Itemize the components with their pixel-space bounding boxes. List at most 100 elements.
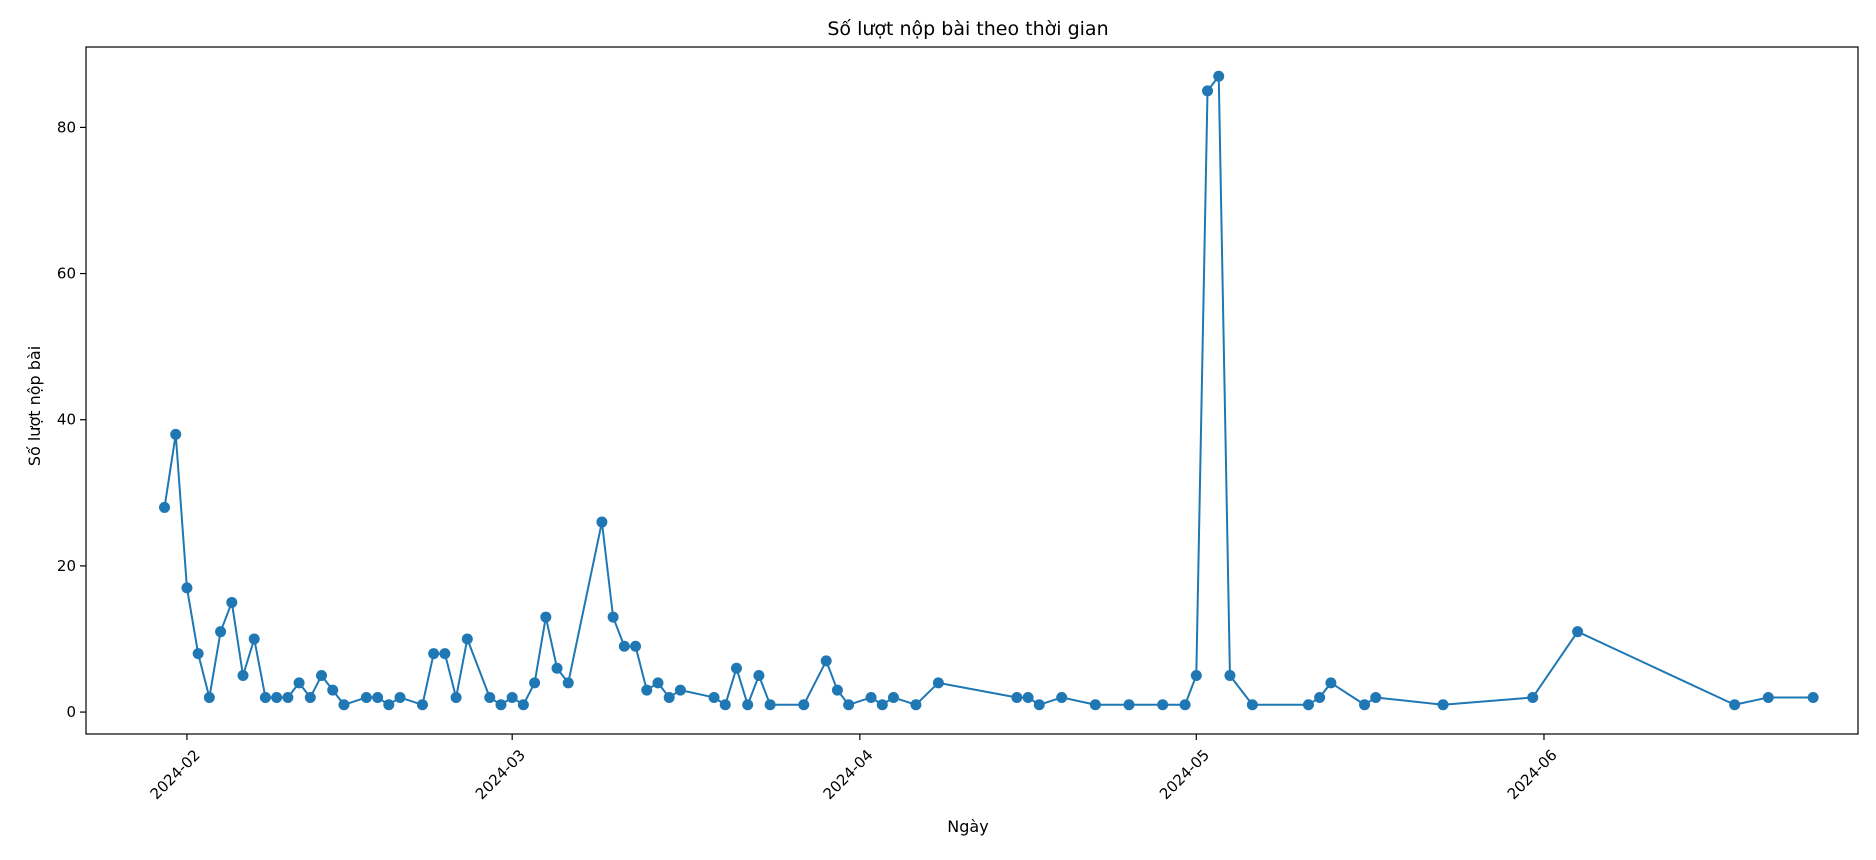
data-point: [798, 699, 810, 711]
data-point: [618, 640, 630, 652]
data-point: [517, 699, 529, 711]
x-tick-label: 2024-02: [147, 746, 204, 803]
data-point: [271, 691, 283, 703]
y-tick-label: 20: [57, 557, 76, 575]
data-point: [820, 655, 832, 667]
data-point: [719, 699, 731, 711]
data-point: [1246, 699, 1258, 711]
data-point: [551, 662, 563, 674]
data-series: [159, 70, 1819, 711]
data-point: [932, 677, 944, 689]
data-point: [1325, 677, 1337, 689]
data-point: [1190, 670, 1202, 682]
data-point: [1437, 699, 1449, 711]
data-point: [215, 626, 227, 638]
data-point: [1729, 699, 1741, 711]
series-line: [163, 75, 1814, 706]
data-point: [596, 516, 608, 528]
x-tick-label: 2024-03: [472, 746, 529, 803]
plot-area: [85, 46, 1859, 735]
data-point: [439, 648, 451, 660]
data-point: [876, 699, 888, 711]
data-point: [506, 691, 518, 703]
data-point: [1224, 670, 1236, 682]
chart-title: Số lượt nộp bài theo thời gian: [827, 18, 1108, 40]
data-point: [484, 691, 496, 703]
y-tick-label: 40: [57, 411, 76, 429]
data-point: [170, 428, 182, 440]
data-point: [1011, 691, 1023, 703]
data-point: [652, 677, 664, 689]
data-point: [663, 691, 675, 703]
data-point: [641, 684, 653, 696]
data-point: [1179, 699, 1191, 711]
data-point: [753, 670, 765, 682]
y-axis: 0 20 40 60 80: [57, 118, 86, 721]
data-point: [887, 691, 899, 703]
data-point: [540, 611, 552, 623]
data-point: [394, 691, 406, 703]
data-point: [1302, 699, 1314, 711]
data-point: [338, 699, 350, 711]
data-point: [181, 582, 193, 594]
data-point: [742, 699, 754, 711]
data-point: [1572, 626, 1584, 638]
data-point: [1123, 699, 1135, 711]
data-point: [630, 640, 642, 652]
data-point: [293, 677, 305, 689]
data-point: [865, 691, 877, 703]
x-axis-title: Ngày: [947, 817, 988, 836]
data-point: [674, 684, 686, 696]
data-point: [1056, 691, 1068, 703]
data-point: [237, 670, 249, 682]
data-point: [372, 691, 384, 703]
data-point: [192, 648, 204, 660]
x-axis: 2024-02 2024-03 2024-04 2024-05 2024-06: [147, 734, 1561, 803]
data-point: [1033, 699, 1045, 711]
x-tick-label: 2024-05: [1156, 746, 1213, 803]
data-point: [416, 699, 428, 711]
data-point: [1314, 691, 1326, 703]
data-point: [259, 691, 271, 703]
data-point: [1527, 691, 1539, 703]
data-point: [461, 633, 473, 645]
data-point: [226, 596, 238, 608]
data-point: [1202, 85, 1214, 97]
data-point: [304, 691, 316, 703]
data-point: [1762, 691, 1774, 703]
data-point: [607, 611, 619, 623]
x-tick-label: 2024-04: [820, 746, 877, 803]
y-tick-label: 0: [66, 703, 76, 721]
y-axis-title: Số lượt nộp bài: [25, 346, 44, 466]
data-point: [831, 684, 843, 696]
data-point: [1370, 691, 1382, 703]
data-point: [1807, 691, 1819, 703]
data-point: [383, 699, 395, 711]
data-point: [203, 691, 215, 703]
data-point: [248, 633, 260, 645]
data-point: [730, 662, 742, 674]
data-point: [428, 648, 440, 660]
data-point: [910, 699, 922, 711]
data-point: [1157, 699, 1169, 711]
data-point: [1022, 691, 1034, 703]
data-point: [282, 691, 294, 703]
data-point: [495, 699, 507, 711]
data-point: [708, 691, 720, 703]
y-tick-label: 60: [57, 265, 76, 283]
data-point: [450, 691, 462, 703]
data-point: [562, 677, 574, 689]
data-point: [843, 699, 855, 711]
plot-frame: [85, 46, 1859, 735]
data-point: [327, 684, 339, 696]
y-tick-label: 80: [57, 118, 76, 136]
data-point: [1089, 699, 1101, 711]
data-point: [1359, 699, 1371, 711]
x-tick-label: 2024-06: [1504, 746, 1561, 803]
data-point: [764, 699, 776, 711]
data-point: [529, 677, 541, 689]
data-point: [159, 501, 171, 513]
data-point: [360, 691, 372, 703]
data-point: [1213, 70, 1225, 82]
